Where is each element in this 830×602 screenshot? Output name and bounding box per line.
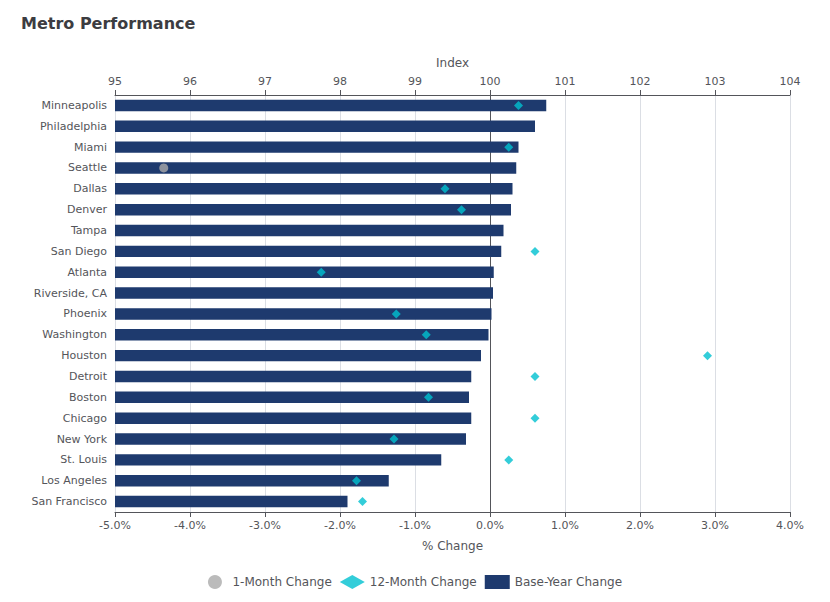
svg-text:Dallas: Dallas xyxy=(73,182,107,195)
svg-text:102: 102 xyxy=(630,75,651,88)
svg-text:Washington: Washington xyxy=(42,328,107,341)
svg-text:96: 96 xyxy=(183,75,197,88)
svg-text:Tampa: Tampa xyxy=(70,224,107,237)
svg-text:4.0%: 4.0% xyxy=(776,519,804,532)
svg-text:Phoenix: Phoenix xyxy=(63,307,107,320)
svg-text:97: 97 xyxy=(258,75,272,88)
svg-text:98: 98 xyxy=(333,75,347,88)
svg-text:San Francisco: San Francisco xyxy=(31,495,107,508)
svg-text:1.0%: 1.0% xyxy=(551,519,579,532)
svg-text:3.0%: 3.0% xyxy=(701,519,729,532)
svg-text:% Change: % Change xyxy=(422,539,483,553)
svg-text:Riverside, CA: Riverside, CA xyxy=(34,287,108,300)
svg-text:Philadelphia: Philadelphia xyxy=(40,120,107,133)
svg-text:-3.0%: -3.0% xyxy=(249,519,281,532)
svg-text:1-Month Change: 1-Month Change xyxy=(232,575,331,589)
svg-text:Denver: Denver xyxy=(67,203,107,216)
svg-text:-2.0%: -2.0% xyxy=(324,519,356,532)
svg-text:100: 100 xyxy=(480,75,501,88)
svg-text:Base-Year Change: Base-Year Change xyxy=(515,575,622,589)
svg-text:Chicago: Chicago xyxy=(63,412,107,425)
svg-text:New York: New York xyxy=(57,433,108,446)
svg-text:Detroit: Detroit xyxy=(69,370,108,383)
svg-text:Seattle: Seattle xyxy=(68,161,107,174)
svg-text:Boston: Boston xyxy=(69,391,107,404)
svg-text:101: 101 xyxy=(555,75,576,88)
svg-text:Atlanta: Atlanta xyxy=(68,266,107,279)
svg-text:San Diego: San Diego xyxy=(51,245,107,258)
svg-text:St. Louis: St. Louis xyxy=(60,453,107,466)
svg-text:-5.0%: -5.0% xyxy=(99,519,131,532)
svg-text:Miami: Miami xyxy=(74,141,107,154)
svg-text:0.0%: 0.0% xyxy=(476,519,504,532)
svg-text:99: 99 xyxy=(408,75,422,88)
svg-text:103: 103 xyxy=(705,75,726,88)
svg-text:Metro Performance: Metro Performance xyxy=(21,14,196,33)
svg-text:-4.0%: -4.0% xyxy=(174,519,206,532)
svg-text:Index: Index xyxy=(436,56,469,70)
svg-text:Minneapolis: Minneapolis xyxy=(41,99,107,112)
svg-text:Houston: Houston xyxy=(61,349,107,362)
svg-text:2.0%: 2.0% xyxy=(626,519,654,532)
svg-text:-1.0%: -1.0% xyxy=(399,519,431,532)
svg-text:95: 95 xyxy=(108,75,122,88)
svg-text:Los Angeles: Los Angeles xyxy=(41,474,107,487)
svg-text:104: 104 xyxy=(780,75,801,88)
svg-text:12-Month Change: 12-Month Change xyxy=(370,575,477,589)
